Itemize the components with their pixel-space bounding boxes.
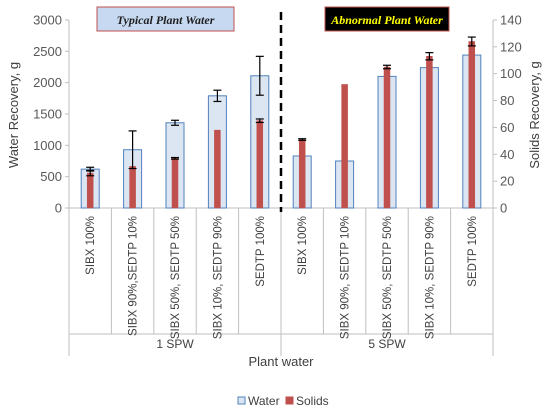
category-label: SIBX 50%, SEDTP 50% — [170, 216, 182, 339]
bars — [80, 41, 482, 209]
solids-bar — [468, 41, 476, 209]
typical-plant-water-label: Typical Plant Water — [117, 13, 215, 27]
legend-water-label: Water — [248, 394, 280, 408]
right-tick-label: 80 — [500, 93, 514, 108]
abnormal-plant-water-label: Abnormal Plant Water — [330, 13, 443, 27]
abnormal-plant-water-box — [324, 6, 450, 32]
category-labels: SIBX 100% SIBX 90%,SEDTP 10% SIBX 50%, SED… — [85, 216, 479, 339]
solids-bar — [341, 84, 348, 209]
category-label: SIBX 90%,SEDTP 10% — [128, 216, 140, 336]
right-tick-label: 140 — [500, 13, 522, 28]
solids-bar — [86, 172, 94, 209]
group-label: 5 SPW — [368, 337, 406, 351]
category-label: SEDTP 100% — [467, 216, 479, 287]
category-label: SIBX 100% — [297, 216, 309, 275]
error-bars — [86, 36, 476, 177]
left-tick-label: 1000 — [33, 138, 62, 153]
legend: Water Solids — [237, 394, 329, 408]
right-tick-label: 60 — [500, 120, 514, 135]
solids-bar — [298, 139, 306, 209]
solids-bar — [171, 158, 179, 209]
category-label: SIBX 10%, SEDTP 90% — [424, 216, 436, 339]
left-tick-label: 3000 — [33, 13, 62, 28]
right-y-axis: 0 20 40 60 80 100 120 140 — [493, 13, 522, 216]
left-tick-label: 0 — [55, 201, 62, 216]
right-tick-label: 0 — [500, 201, 507, 216]
solids-bar — [383, 66, 391, 209]
solids-bar — [214, 129, 221, 209]
category-label: SIBX 100% — [85, 216, 97, 275]
legend-water-swatch — [237, 396, 246, 405]
solids-bar — [256, 120, 264, 209]
y2-axis-title: Solids Recovery, g — [527, 61, 542, 168]
category-label: SIBX 10%, SEDTP 90% — [212, 216, 224, 339]
legend-solids-label: Solids — [296, 394, 329, 408]
left-y-axis: 0 500 1000 1500 2000 2500 3000 — [33, 13, 69, 216]
group-label: 1 SPW — [156, 337, 194, 351]
left-tick-label: 1500 — [33, 107, 62, 122]
right-tick-label: 120 — [500, 39, 522, 54]
right-tick-label: 100 — [500, 66, 522, 81]
legend-solids-swatch — [285, 396, 294, 405]
left-tick-label: 2500 — [33, 44, 62, 59]
x-axis-title: Plant water — [248, 354, 314, 369]
category-label: SIBX 50%, SEDTP 50% — [382, 216, 394, 339]
category-label: SEDTP 100% — [255, 216, 267, 287]
solids-bar — [129, 166, 136, 209]
category-label: SIBX 90%, SEDTP 10% — [340, 216, 352, 339]
right-tick-label: 40 — [500, 147, 514, 162]
solids-bar — [426, 56, 433, 209]
right-tick-label: 20 — [500, 174, 514, 189]
left-tick-label: 500 — [40, 169, 62, 184]
y-axis-title: Water Recovery, g — [6, 62, 21, 168]
group-labels: 1 SPW 5 SPW — [156, 337, 406, 351]
left-tick-label: 2000 — [33, 75, 62, 90]
typical-plant-water-box — [96, 6, 235, 32]
